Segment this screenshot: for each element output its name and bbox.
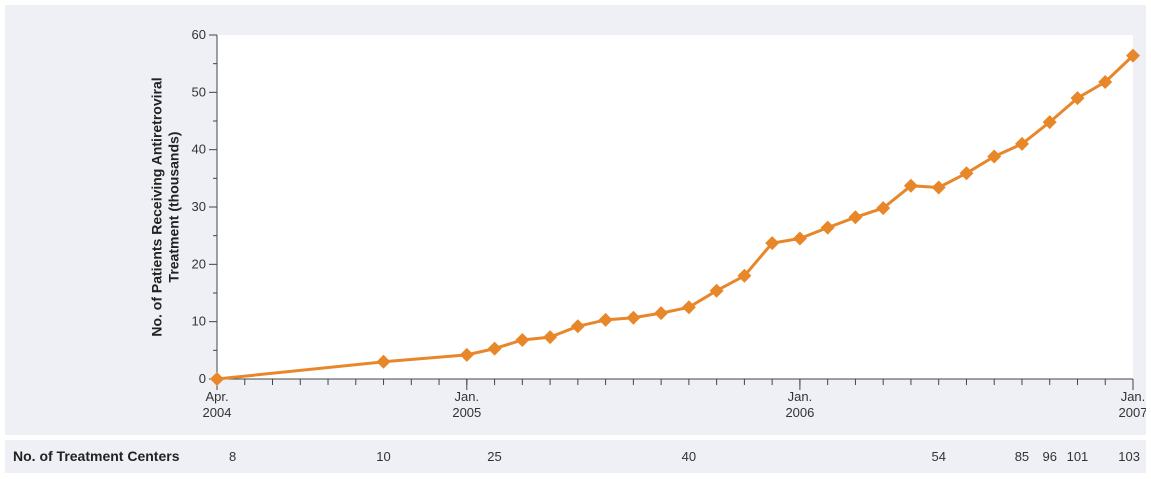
treatment-center-count: 8 (229, 449, 237, 464)
y-axis-title: No. of Patients Receiving Antiretroviral… (149, 77, 182, 336)
x-tick-label-line: 2005 (452, 405, 481, 420)
x-tick-label-line: Jan. (1121, 389, 1146, 404)
x-tick-label-line: Jan. (788, 389, 813, 404)
data-point-marker (931, 180, 946, 195)
data-point-marker (765, 236, 780, 251)
x-tick-label: Apr. 2004 (203, 389, 232, 420)
y-tick-label: 10 (192, 314, 206, 329)
treatment-center-count: 10 (376, 449, 391, 464)
x-tick-label-line: 2004 (203, 405, 232, 420)
x-tick-label-line: 2006 (785, 405, 814, 420)
data-point-marker (376, 354, 391, 369)
data-point-marker (570, 319, 585, 334)
data-point-marker (459, 347, 474, 362)
treatment-center-count: 40 (681, 449, 697, 464)
chart-panel: 0 10 20 30 40 50 60 No. of Patients Receiving A… (5, 5, 1146, 435)
data-point-marker (820, 220, 835, 235)
data-point-marker (515, 333, 530, 347)
data-point-marker (1042, 115, 1057, 130)
treatment-centers-title: No. of Treatment Centers (13, 448, 180, 464)
data-point-marker (210, 372, 224, 386)
treatment-center-count: 85 (1014, 449, 1030, 464)
data-point-marker (876, 201, 891, 216)
plot-area (217, 35, 1133, 379)
treatment-centers-row: No. of Treatment Centers 8 10 25 40 54 85 96 10… (5, 440, 1146, 473)
x-tick-label: Jan. 2007 (1119, 389, 1146, 420)
y-axis-title-line: Treatment (thousands) (166, 132, 182, 283)
y-tick-label: 50 (192, 84, 206, 99)
data-point-marker (487, 341, 502, 356)
x-tick-label-line: Jan. (455, 389, 480, 404)
treatment-center-count: 54 (931, 449, 946, 464)
data-point-marker (959, 166, 974, 181)
y-tick-label: 0 (199, 371, 206, 386)
data-point-marker (792, 231, 807, 246)
x-tick-label-line: Apr. (205, 389, 228, 404)
data-point-marker (626, 310, 641, 325)
data-point-marker (737, 268, 752, 283)
line-chart: 0 10 20 30 40 50 60 No. of Patients Receiving A… (149, 27, 1146, 420)
y-tick-label: 20 (192, 256, 206, 271)
data-point-marker (654, 306, 669, 321)
treatment-center-count: 96 (1042, 449, 1057, 464)
data-point-marker (1098, 75, 1113, 89)
treatment-center-count: 101 (1066, 449, 1089, 464)
y-tick-label: 60 (192, 27, 206, 42)
treatment-center-count: 25 (487, 449, 502, 464)
x-tick-label: Jan. 2005 (452, 389, 481, 420)
treatment-center-count: 103 (1118, 449, 1140, 464)
data-point-marker (1015, 136, 1029, 151)
y-tick-label: 30 (192, 199, 206, 214)
x-tick-label-line: 2007 (1119, 405, 1146, 420)
x-tick-label: Jan. 2006 (785, 389, 814, 420)
data-point-marker (681, 300, 696, 315)
data-point-marker (598, 312, 613, 327)
y-tick-label: 40 (192, 142, 206, 157)
data-point-marker (1070, 91, 1085, 106)
y-axis-title-line: No. of Patients Receiving Antiretroviral (149, 77, 165, 336)
data-point-marker (1126, 48, 1140, 63)
data-point-marker (709, 283, 724, 298)
data-point-marker (987, 149, 1002, 164)
data-point-marker (543, 330, 558, 345)
data-point-marker (903, 178, 918, 193)
data-point-marker (848, 210, 863, 225)
